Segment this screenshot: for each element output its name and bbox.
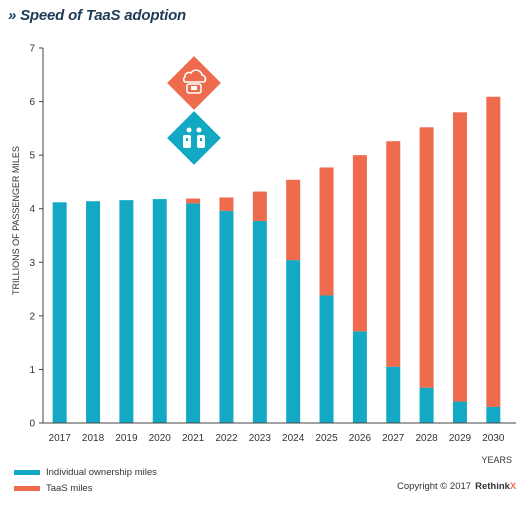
y-tick-label: 7 bbox=[29, 44, 35, 55]
x-tick-label: 2029 bbox=[449, 433, 472, 444]
x-tick-label: 2020 bbox=[149, 433, 172, 444]
y-tick-label: 4 bbox=[29, 204, 35, 215]
x-tick-label: 2026 bbox=[349, 433, 372, 444]
bar-individual bbox=[286, 260, 301, 423]
x-tick-label: 2023 bbox=[249, 433, 272, 444]
x-tick-label: 2030 bbox=[482, 433, 505, 444]
chart-title: » Speed of TaaS adoption bbox=[8, 7, 186, 24]
brand-name: Rethink bbox=[475, 481, 510, 492]
bar-taas bbox=[252, 191, 267, 222]
axes-layer: 0 1 2 3 4 5 6 7 TRILLIONS OF PASSENGER MILES YEAR… bbox=[11, 44, 516, 465]
bar-taas bbox=[352, 155, 367, 332]
bar-taas bbox=[286, 179, 301, 261]
bar-taas bbox=[486, 96, 501, 407]
x-tick-label: 2025 bbox=[315, 433, 338, 444]
brand-name-suffix: X bbox=[509, 481, 517, 492]
bar-individual bbox=[319, 295, 334, 423]
bar-taas bbox=[386, 141, 401, 367]
bar-individual bbox=[52, 202, 67, 423]
bar-individual bbox=[386, 366, 401, 423]
x-tick-label: 2017 bbox=[49, 433, 72, 444]
bar-individual bbox=[419, 387, 434, 423]
bar-taas bbox=[219, 197, 234, 211]
bar-taas bbox=[452, 112, 467, 402]
legend-label-individual: Individual ownership miles bbox=[46, 466, 157, 478]
self-driving-car-hail-icon bbox=[167, 56, 221, 110]
bar-individual bbox=[219, 210, 234, 423]
copyright-notice: Copyright © 2017 RethinkX bbox=[397, 481, 516, 492]
y-tick-label: 0 bbox=[29, 419, 35, 430]
x-tick-label: 2024 bbox=[282, 433, 305, 444]
x-tick-label: 2027 bbox=[382, 433, 405, 444]
x-tick-label: 2022 bbox=[215, 433, 238, 444]
bar-taas bbox=[419, 127, 434, 388]
x-tick-label: 2021 bbox=[182, 433, 205, 444]
bar-individual bbox=[186, 203, 201, 423]
y-tick-label: 3 bbox=[29, 258, 35, 269]
bar-individual bbox=[152, 199, 167, 423]
x-tick-label: 2018 bbox=[82, 433, 105, 444]
bar-individual bbox=[86, 201, 101, 423]
bar-individual bbox=[452, 401, 467, 423]
legend-item-taas: TaaS miles bbox=[14, 481, 92, 495]
bar-taas bbox=[319, 167, 334, 296]
bar-individual bbox=[252, 221, 267, 423]
personal-car-ownership-icon bbox=[167, 111, 221, 165]
x-axis-title: YEARS bbox=[481, 455, 512, 465]
copyright-text: Copyright © 2017 bbox=[397, 481, 472, 492]
legend-label-taas: TaaS miles bbox=[46, 482, 93, 494]
bar-taas bbox=[186, 198, 201, 204]
legend-swatch-taas bbox=[14, 485, 40, 491]
bars-layer bbox=[52, 96, 501, 423]
legend-item-individual: Individual ownership miles bbox=[14, 465, 157, 479]
y-tick-label: 5 bbox=[29, 151, 35, 162]
bar-individual bbox=[486, 406, 501, 423]
y-tick-label: 2 bbox=[29, 311, 35, 322]
bar-individual bbox=[119, 200, 134, 423]
legend-swatch-individual bbox=[14, 469, 40, 475]
x-tick-label: 2019 bbox=[115, 433, 138, 444]
y-tick-label: 1 bbox=[29, 365, 35, 376]
bar-individual bbox=[352, 331, 367, 423]
x-tick-label: 2028 bbox=[415, 433, 438, 444]
y-tick-label: 6 bbox=[29, 97, 35, 108]
y-axis-title: TRILLIONS OF PASSENGER MILES bbox=[11, 146, 21, 295]
